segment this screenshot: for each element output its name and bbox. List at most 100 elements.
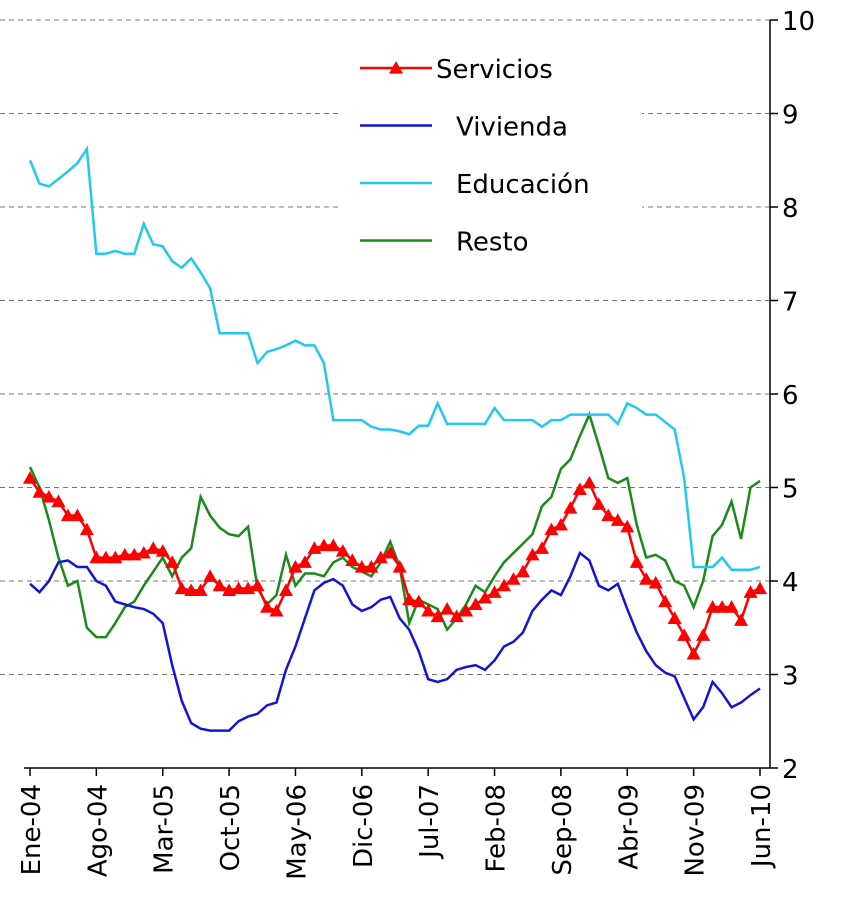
marker bbox=[421, 603, 436, 617]
legend-label: Servicios bbox=[436, 55, 553, 85]
marker bbox=[553, 517, 568, 531]
marker bbox=[32, 485, 47, 498]
marker bbox=[364, 559, 379, 573]
marker bbox=[572, 482, 587, 495]
x-tick-label: Ene-04 bbox=[17, 784, 47, 875]
series-line bbox=[28, 477, 761, 657]
marker bbox=[629, 555, 644, 568]
marker bbox=[146, 541, 161, 554]
marker bbox=[724, 600, 739, 613]
x-tick-label: Ago-04 bbox=[83, 784, 113, 877]
x-tick-label: Mar-05 bbox=[150, 784, 180, 874]
y-tick-label: 2 bbox=[782, 755, 799, 785]
marker bbox=[193, 583, 208, 596]
legend: Servicios Vivienda Educación Resto bbox=[360, 55, 590, 258]
marker bbox=[705, 600, 720, 613]
series-line bbox=[28, 410, 761, 639]
marker bbox=[544, 522, 559, 536]
marker bbox=[459, 603, 474, 617]
marker bbox=[715, 600, 730, 613]
marker bbox=[174, 581, 189, 595]
legend-label: Educación bbox=[456, 170, 590, 200]
marker bbox=[269, 603, 284, 617]
marker bbox=[506, 572, 521, 585]
marker bbox=[212, 578, 227, 592]
marker bbox=[610, 513, 625, 526]
marker bbox=[51, 494, 66, 508]
marker bbox=[136, 545, 151, 559]
marker bbox=[648, 575, 663, 589]
y-tick-label: 7 bbox=[782, 288, 799, 318]
x-tick-label: Abr-09 bbox=[614, 784, 644, 870]
marker bbox=[89, 550, 104, 564]
y-tick-label: 8 bbox=[782, 194, 799, 224]
marker bbox=[497, 578, 512, 592]
marker bbox=[260, 600, 275, 613]
marker bbox=[591, 497, 606, 510]
marker bbox=[345, 553, 360, 567]
legend-box bbox=[342, 40, 642, 265]
axes: 2 3 4 5 6 7 8 9 10 Ene-04 Ago-04 Mar-05 Oct-05 May-06… bbox=[17, 7, 815, 880]
legend-label: Vivienda bbox=[456, 113, 568, 143]
marker bbox=[231, 581, 246, 595]
marker bbox=[430, 609, 445, 623]
series-line bbox=[29, 550, 761, 732]
marker bbox=[639, 572, 654, 585]
marker bbox=[373, 550, 388, 564]
x-tick-label: Nov-09 bbox=[681, 784, 711, 877]
marker bbox=[515, 564, 530, 578]
marker bbox=[677, 628, 692, 641]
x-tick-label: Oct-05 bbox=[216, 784, 246, 871]
marker bbox=[525, 547, 540, 561]
marker bbox=[402, 592, 417, 606]
marker bbox=[686, 646, 701, 660]
marker bbox=[383, 545, 398, 559]
marker bbox=[620, 519, 635, 533]
y-tick-label: 6 bbox=[782, 381, 799, 411]
x-tick-label: Dic-06 bbox=[349, 784, 379, 868]
marker bbox=[203, 569, 218, 582]
marker bbox=[696, 628, 711, 641]
marker bbox=[98, 550, 113, 564]
marker bbox=[288, 559, 303, 573]
marker bbox=[534, 541, 549, 554]
marker bbox=[734, 613, 749, 626]
marker bbox=[335, 544, 350, 557]
marker bbox=[70, 508, 85, 522]
marker bbox=[658, 594, 673, 608]
y-tick-label: 10 bbox=[782, 7, 815, 37]
marker bbox=[326, 538, 341, 552]
x-tick-label: Jul-07 bbox=[415, 784, 445, 860]
y-tick-label: 9 bbox=[782, 101, 799, 131]
plot-area bbox=[23, 145, 767, 732]
marker bbox=[563, 501, 578, 514]
marker bbox=[165, 555, 180, 568]
marker bbox=[354, 559, 369, 573]
series-line bbox=[28, 145, 761, 572]
x-tick-label: May-06 bbox=[282, 784, 312, 880]
x-tick-label: Sep-08 bbox=[548, 784, 578, 875]
marker bbox=[468, 597, 483, 610]
legend-label: Resto bbox=[456, 228, 529, 258]
marker bbox=[278, 583, 293, 596]
marker bbox=[117, 547, 132, 561]
y-tick-label: 3 bbox=[782, 662, 799, 692]
marker bbox=[601, 508, 616, 522]
marker bbox=[582, 475, 597, 489]
marker bbox=[487, 585, 502, 598]
y-tick-label: 5 bbox=[782, 475, 799, 505]
marker bbox=[753, 581, 767, 595]
marker bbox=[478, 590, 493, 604]
marker bbox=[449, 609, 464, 623]
marker bbox=[743, 585, 758, 598]
marker bbox=[667, 611, 682, 624]
marker bbox=[440, 602, 455, 615]
legend-marker bbox=[389, 61, 403, 74]
marker bbox=[184, 583, 199, 596]
marker bbox=[316, 538, 331, 552]
marker bbox=[41, 489, 56, 503]
y-tick-label: 4 bbox=[782, 568, 799, 598]
marker bbox=[23, 471, 37, 484]
marker bbox=[155, 544, 170, 557]
